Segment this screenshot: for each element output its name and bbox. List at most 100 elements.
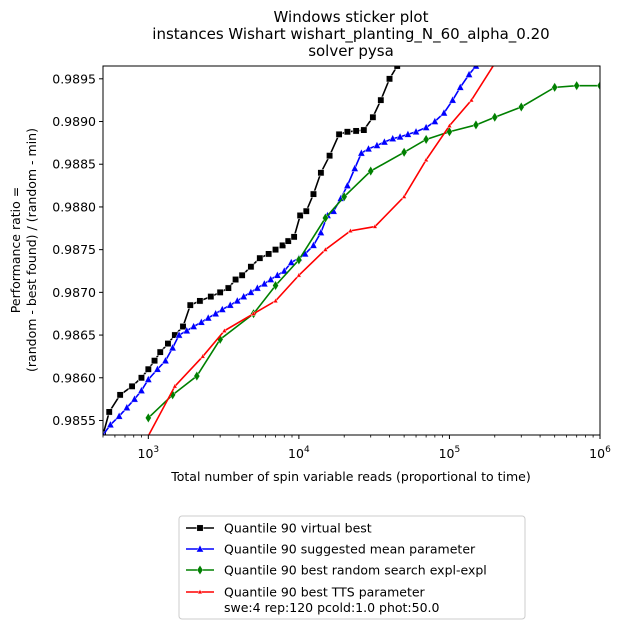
chart-title-line-2: instances Wishart wishart_planting_N_60_… — [152, 25, 549, 44]
data-point — [287, 258, 296, 266]
data-point — [412, 127, 420, 135]
data-point — [343, 128, 351, 136]
data-point — [122, 403, 131, 411]
data-point — [137, 374, 145, 382]
series-2 — [103, 66, 480, 435]
data-point — [372, 223, 378, 229]
series-layer — [103, 54, 600, 435]
data-point — [221, 327, 228, 333]
chart-title-line-3: solver pysa — [308, 42, 394, 60]
y-axis-label-line-1: Performance ratio = — [8, 187, 23, 313]
data-point — [373, 141, 381, 149]
legend-swatch-marker — [196, 524, 204, 532]
data-point — [284, 237, 292, 245]
data-point — [326, 152, 334, 160]
data-point — [377, 96, 385, 104]
series-line — [103, 66, 477, 435]
data-point — [296, 212, 304, 219]
y-axis-ticks: 0.9855 0.9860 0.9865 0.9870 0.9875 0.9880 0.98… — [52, 71, 103, 428]
data-point — [596, 80, 600, 91]
y-axis-label-line-2: (random - best found) / (random - min) — [24, 128, 39, 372]
data-point — [430, 117, 439, 125]
data-point — [280, 266, 289, 275]
y-tick-label: 0.9895 — [52, 71, 96, 86]
data-point — [265, 250, 273, 258]
data-point — [153, 364, 162, 373]
data-point — [491, 112, 498, 123]
legend-label: Quantile 90 best random search expl-expl — [224, 563, 487, 578]
data-point — [106, 420, 115, 428]
data-point — [224, 284, 232, 292]
data-point — [161, 356, 170, 364]
data-point — [446, 122, 453, 128]
data-point — [137, 386, 146, 394]
data-point — [273, 270, 282, 279]
legend-swatch-marker — [196, 544, 204, 553]
x-tick-label: 104 — [288, 445, 310, 461]
data-point — [200, 353, 206, 359]
legend-box — [178, 515, 526, 620]
data-point — [246, 287, 255, 296]
data-point — [186, 301, 194, 309]
data-point — [400, 147, 408, 158]
data-point — [168, 343, 177, 352]
series-3 — [145, 80, 600, 424]
data-point — [386, 75, 393, 83]
data-point — [396, 132, 405, 141]
data-point — [448, 95, 457, 104]
data-point — [232, 276, 240, 283]
data-point — [465, 70, 473, 78]
data-point — [322, 212, 329, 224]
data-point — [239, 292, 248, 300]
data-point — [423, 156, 429, 162]
data-point — [226, 300, 235, 309]
data-point — [260, 279, 269, 288]
data-point — [401, 193, 407, 199]
legend-label-line-2: swe:4 rep:120 pcold:1.0 phot:50.0 — [224, 600, 440, 615]
data-point — [253, 283, 262, 292]
data-point — [335, 130, 343, 138]
data-point — [256, 254, 264, 262]
data-point — [193, 370, 201, 382]
data-point — [207, 293, 215, 301]
data-point — [295, 254, 303, 266]
data-point — [272, 280, 279, 291]
data-point — [172, 383, 178, 389]
data-point — [456, 82, 465, 91]
plot-frame — [102, 65, 601, 436]
data-point — [250, 310, 257, 316]
x-axis-ticks: 103 104 105 106 — [102, 435, 611, 461]
data-point — [116, 391, 124, 399]
data-point — [238, 271, 246, 279]
data-point — [401, 54, 407, 60]
x-axis-label: Total number of spin variable reads (pro… — [170, 469, 531, 484]
data-point — [302, 207, 310, 215]
data-point — [272, 297, 279, 303]
data-point — [472, 66, 480, 70]
data-point — [279, 241, 287, 249]
data-point — [145, 412, 152, 424]
data-point — [393, 66, 401, 70]
data-point — [364, 144, 373, 153]
data-point — [179, 323, 187, 330]
data-point — [204, 313, 213, 322]
legend-label: Quantile 90 suggested mean parameter — [224, 542, 476, 557]
data-point — [360, 126, 368, 134]
chart-title-line-1: Windows sticker plot — [274, 8, 429, 26]
series-line — [147, 66, 495, 435]
data-point — [233, 296, 242, 305]
data-point — [573, 80, 580, 91]
data-point — [422, 123, 431, 131]
data-point — [440, 108, 448, 117]
data-point — [151, 357, 159, 365]
data-point — [156, 348, 164, 356]
legend-swatch-marker — [197, 588, 203, 594]
data-point — [551, 82, 558, 93]
legend-item-3: Quantile 90 best random search expl-expl — [186, 563, 487, 578]
data-point — [350, 164, 359, 172]
data-point — [128, 382, 136, 390]
data-point — [468, 97, 475, 103]
data-point — [316, 228, 325, 236]
